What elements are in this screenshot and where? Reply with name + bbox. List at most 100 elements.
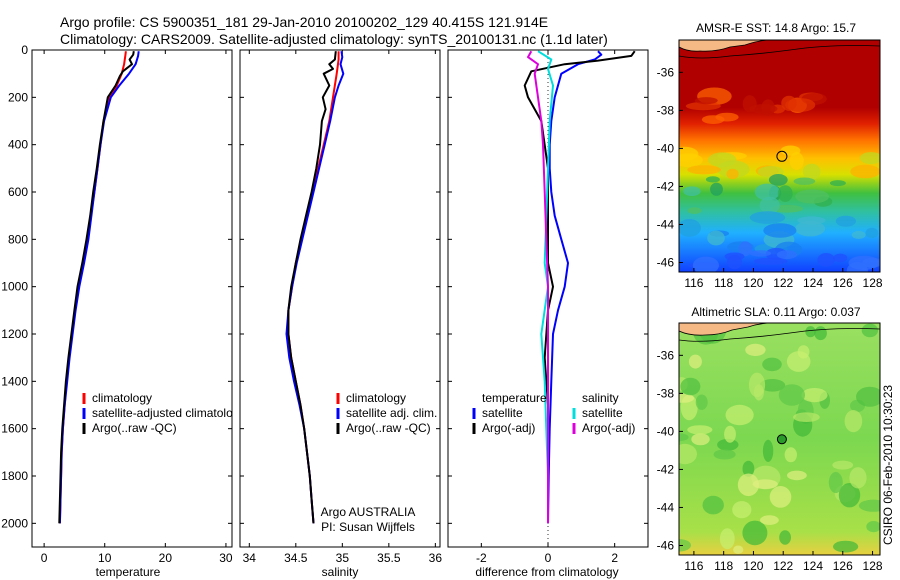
map-xtick-label-122: 122 [773, 276, 793, 290]
salinity-axes-frame [239, 49, 441, 548]
sst-patch-1-5 [850, 164, 880, 179]
sst-patch-2-12 [777, 185, 793, 203]
sla-patch-10 [787, 470, 807, 481]
sst-patch-3-6 [679, 219, 701, 237]
sla-patch-0 [784, 447, 797, 463]
map-ytick-label-42: -42 [657, 462, 675, 476]
sst-patch-3-9 [865, 227, 879, 239]
sla-land [679, 323, 773, 336]
sst-land [679, 40, 771, 52]
legend-group-title-salinity: salinity [582, 391, 619, 405]
ytick-label-800: 800 [8, 232, 28, 246]
difference-panel: -2 0 2 difference from climatology tempera… [447, 49, 649, 579]
map-ytick-label-44: -44 [657, 500, 675, 514]
legend-label-salinity-argo-adj: Argo(-adj) [582, 421, 635, 435]
sst-patch-1-1 [859, 152, 880, 165]
series-line-argo-raw-qc [287, 51, 337, 524]
sst-patch-3-4 [795, 221, 826, 237]
map-ytick-label-44: -44 [657, 217, 675, 231]
legend-label-climatology: climatology [346, 391, 406, 405]
legend-label-satellite-adjusted-climatolo: satellite-adjusted climatolo [92, 406, 233, 420]
sla-patch-51 [814, 326, 827, 341]
sla-patch-11 [679, 433, 689, 442]
map-ytick-label-46: -46 [657, 255, 675, 269]
sla-map-title: Altimetric SLA: 0.11 Argo: 0.037 [691, 305, 861, 319]
pi-annotation: PI: Susan Wijffels [321, 520, 415, 534]
sla-patch-36 [725, 404, 754, 426]
sst-argo-marker [776, 150, 788, 162]
map-xtick-label-120: 120 [743, 276, 763, 290]
sla-ticks: 116 118 120 122 124 126 128 -36 -38 -40 -42 -44 -46 [657, 348, 883, 573]
xtick-label-35-5: 35.5 [377, 551, 401, 565]
sla-patch-37 [844, 410, 863, 433]
sst-patch-4-1 [738, 241, 753, 257]
sst-patch-1-9 [789, 152, 804, 170]
sla-patch-48 [724, 425, 736, 443]
ytick-label-1600: 1600 [1, 422, 28, 436]
temperature-series [58, 51, 140, 524]
sst-patch-2-7 [759, 196, 780, 214]
sst-patch-0-6 [685, 102, 721, 111]
sla-coast-contour [679, 328, 880, 342]
series-line-salinity-argo-adj [527, 50, 549, 524]
map-xtick-label-118: 118 [714, 276, 733, 290]
sla-map: Altimetric SLA: 0.11 Argo: 0.037 116 118 1… [657, 305, 883, 573]
sla-patch-56 [861, 323, 879, 338]
legend-label-satellite-adj-clim: satellite adj. clim. [346, 406, 437, 420]
sla-argo-marker [776, 434, 787, 445]
csiro-timestamp: CSIRO 06-Feb-2010 10:30:23 [881, 385, 895, 545]
legend-label-climatology: climatology [92, 391, 152, 405]
argo-australia-annotation: Argo AUSTRALIA [321, 505, 416, 519]
sst-coast-contour [679, 45, 880, 59]
sst-patch-2-13 [795, 189, 829, 204]
sst-frame [678, 39, 881, 273]
sla-patch-28 [691, 433, 710, 446]
salinity-series [285, 51, 345, 524]
map-xtick-label-122: 122 [773, 559, 793, 573]
sla-patch-42 [719, 528, 735, 550]
legend-group-title-temperature: temperature [482, 391, 547, 405]
sla-patch-9 [717, 438, 739, 451]
map-ytick-label-42: -42 [657, 179, 675, 193]
sla-patch-46 [733, 545, 744, 554]
ytick-label-1200: 1200 [1, 327, 28, 341]
sst-patch-3-5 [763, 223, 797, 238]
map-xtick-label-118: 118 [714, 559, 733, 573]
sst-patch-2-10 [710, 182, 723, 196]
map-xtick-label-128: 128 [863, 276, 883, 290]
map-xtick-label-126: 126 [833, 559, 853, 573]
sla-patch-38 [702, 495, 724, 515]
sst-patch-4-2 [753, 257, 788, 265]
legend-label-temperature-satellite: satellite [482, 406, 523, 420]
xtick-label-20: 20 [159, 551, 173, 565]
sst-patch-4-6 [817, 252, 835, 267]
sst-patch-0-13 [694, 97, 718, 105]
sla-texture [679, 323, 880, 554]
sst-patch-4-9 [692, 256, 719, 272]
sst-patch-2-3 [683, 186, 701, 196]
sst-patch-3-7 [797, 216, 826, 225]
sla-patch-53 [866, 521, 880, 533]
sla-patch-22 [688, 354, 702, 369]
sla-patch-15 [838, 483, 861, 508]
sst-patch-4-3 [749, 250, 772, 257]
sla-patch-54 [801, 388, 828, 403]
sla-patch-57 [833, 540, 859, 553]
sst-patch-3-10 [707, 230, 725, 246]
legend-label-salinity-satellite: satellite [582, 406, 623, 420]
sla-patch-59 [778, 384, 806, 406]
map-xtick-label-124: 124 [803, 559, 823, 573]
sla-patch-47 [713, 449, 736, 460]
sst-patch-2-9 [687, 207, 702, 215]
ytick-label-1000: 1000 [1, 280, 28, 294]
sla-patch-33 [762, 439, 774, 462]
sla-patch-39 [742, 460, 755, 477]
xtick-label-30: 30 [219, 551, 233, 565]
legend-label-argo-raw-qc: Argo(..raw -QC) [346, 421, 431, 435]
sst-patch-2-11 [754, 183, 780, 201]
salinity-panel: 34 34.5 35 35.5 36 salinity climatologysatel… [239, 49, 442, 579]
map-xtick-label-126: 126 [833, 276, 853, 290]
series-line-argo-raw-qc [58, 51, 135, 524]
